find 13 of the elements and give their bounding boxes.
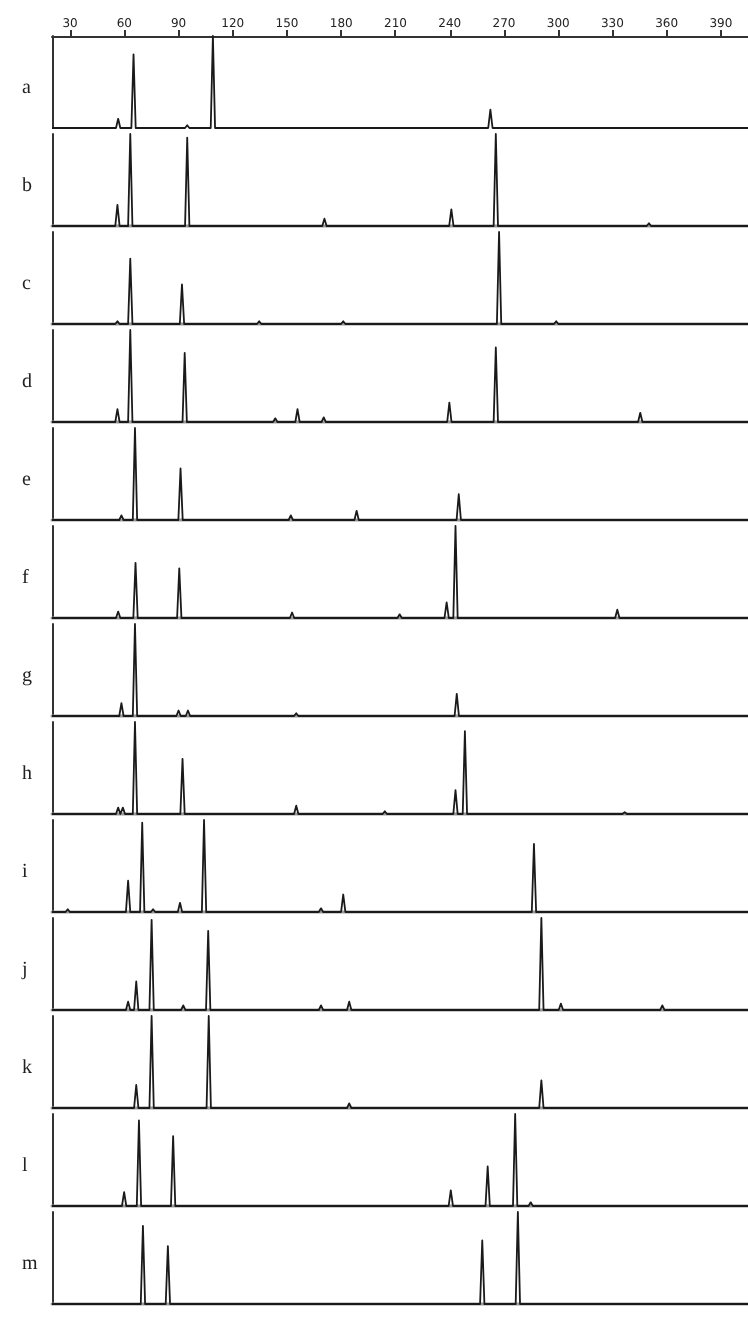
text: h: [22, 763, 32, 785]
text: j: [20, 959, 28, 981]
text: a: [22, 77, 32, 99]
text: i: [22, 861, 28, 883]
text: d: [22, 371, 32, 393]
text: m: [22, 1253, 38, 1275]
text: l: [22, 1155, 28, 1177]
text: g: [22, 665, 32, 687]
text: c: [22, 273, 32, 295]
text: e: [22, 469, 32, 491]
text: b: [22, 175, 32, 197]
text: f: [22, 567, 30, 589]
text: k: [22, 1057, 32, 1079]
